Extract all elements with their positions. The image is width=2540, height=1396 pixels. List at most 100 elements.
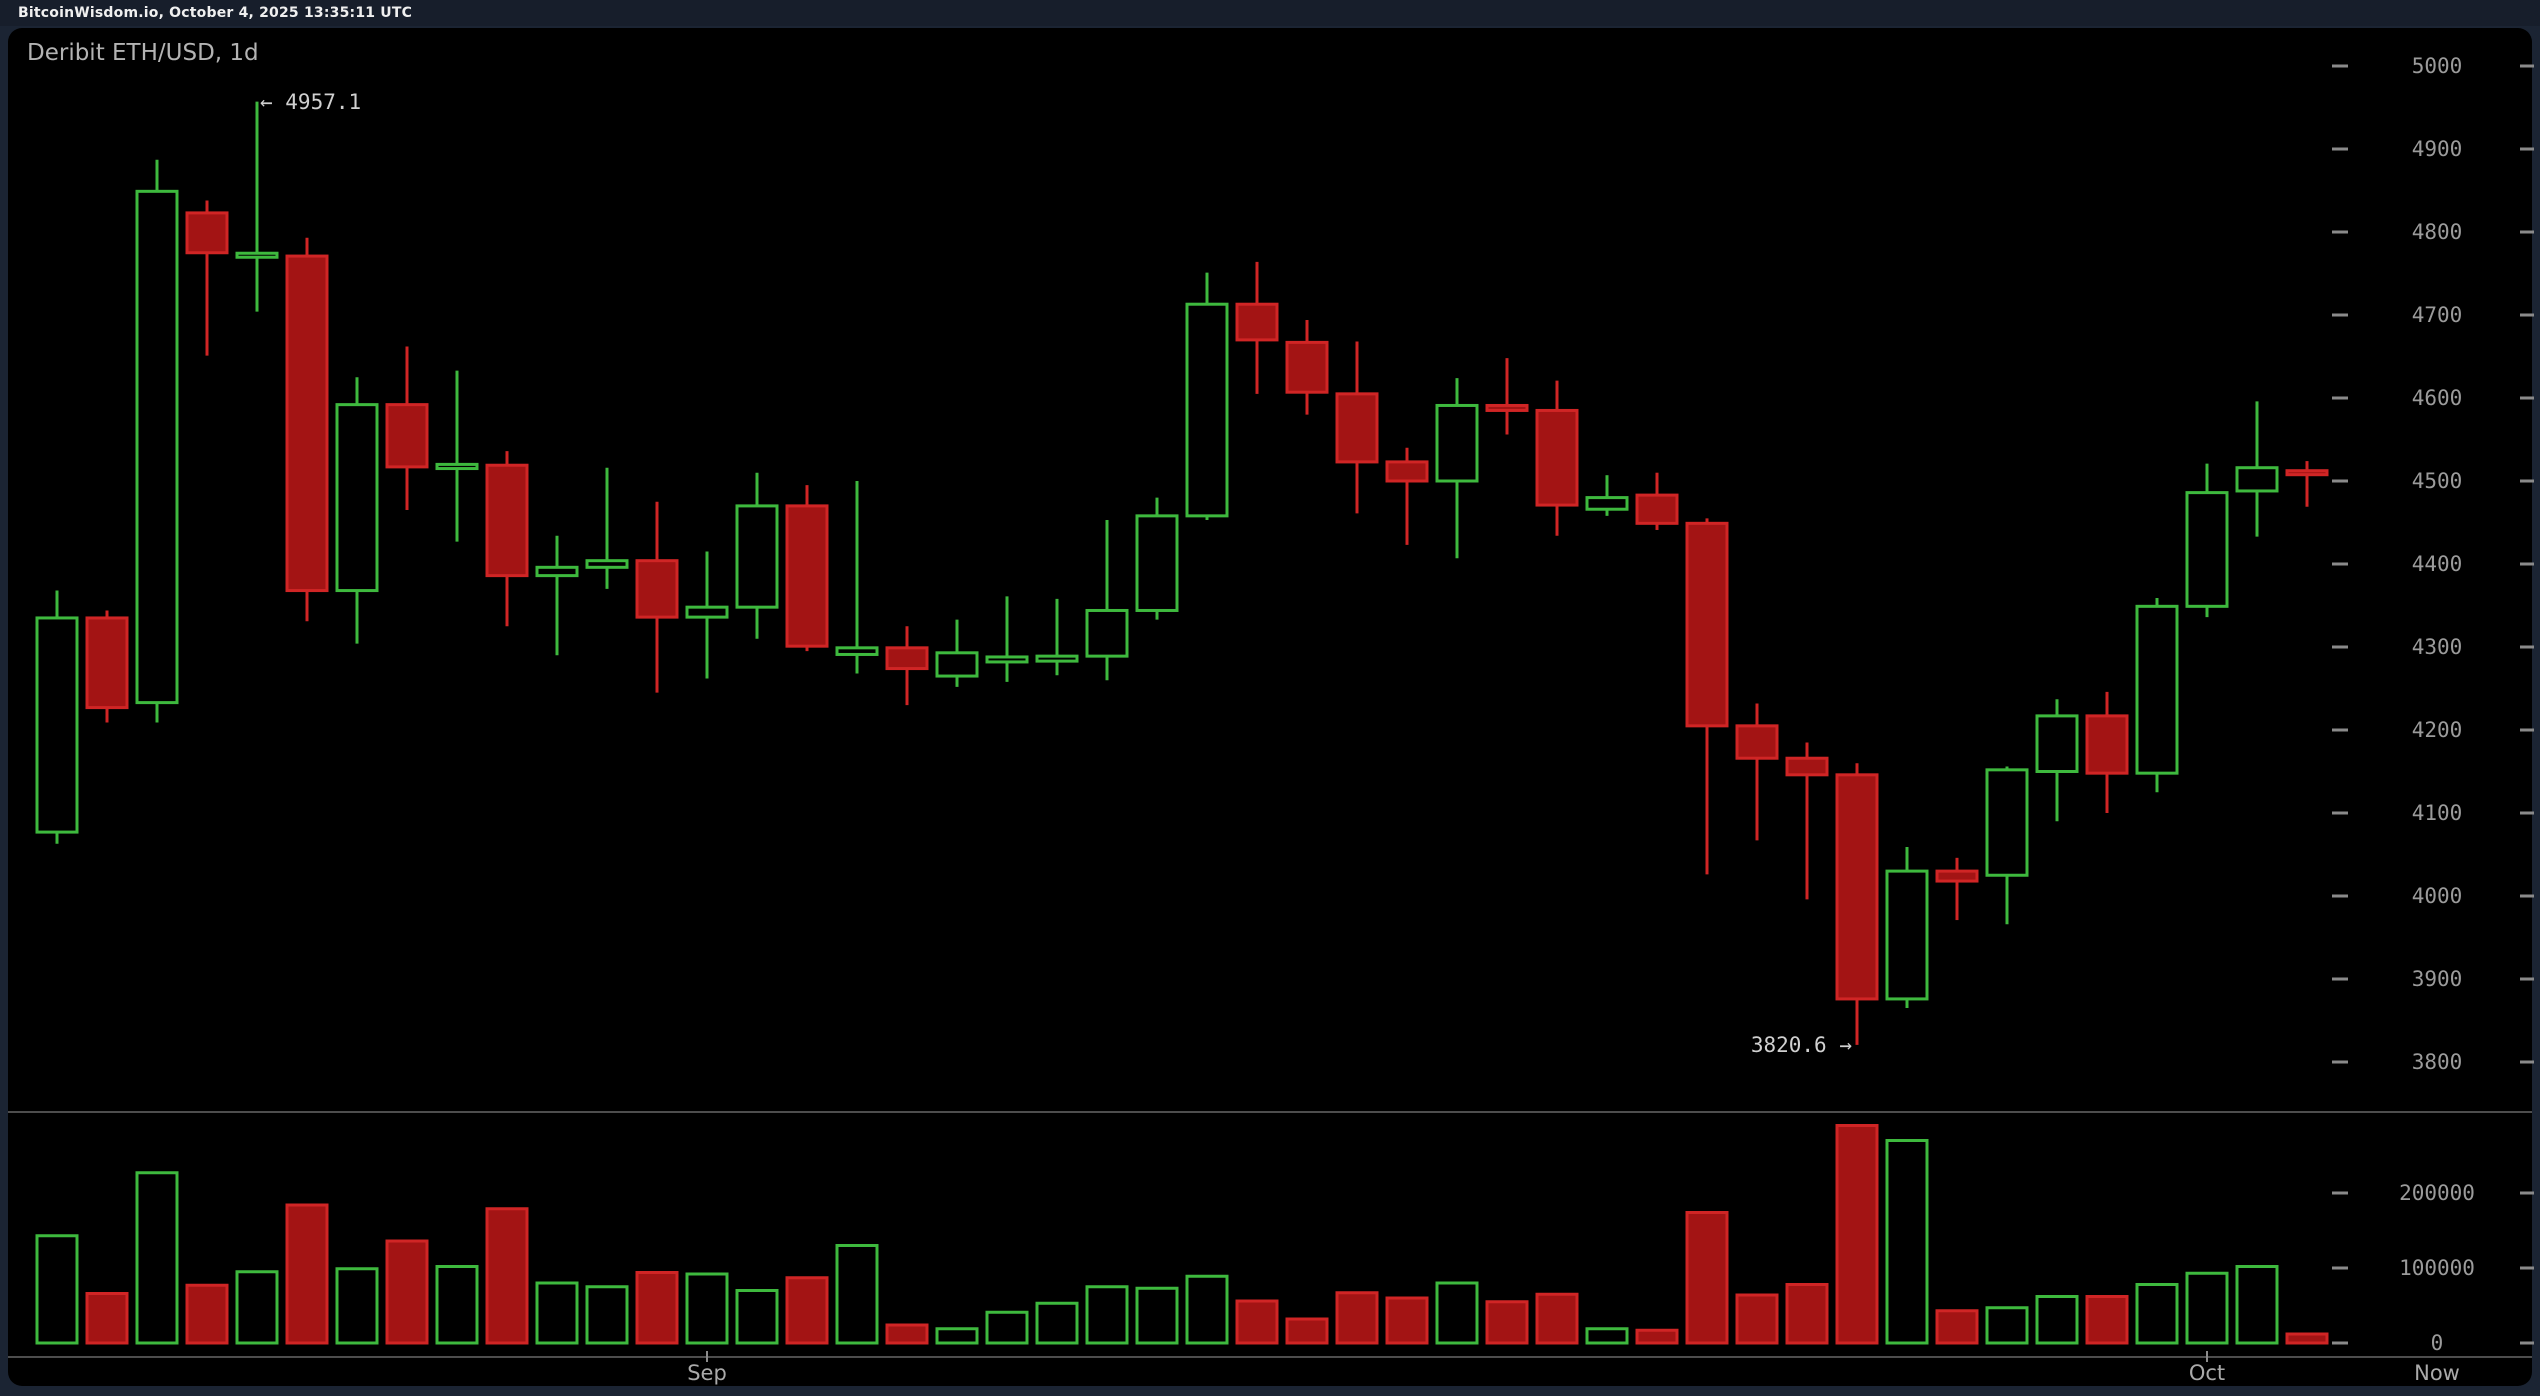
volume-bar[interactable] (785, 1276, 829, 1345)
volume-bar[interactable] (1835, 1124, 1879, 1345)
candlestick[interactable] (285, 254, 329, 593)
volume-bar[interactable] (1985, 1306, 2029, 1345)
candlestick[interactable] (385, 403, 429, 469)
volume-bar[interactable] (85, 1292, 129, 1345)
candlestick[interactable] (2185, 491, 2229, 608)
candlestick[interactable] (1185, 302, 1229, 518)
volume-bar[interactable] (2235, 1265, 2279, 1345)
volume-axis-tick-right (2520, 1341, 2534, 1345)
candlestick[interactable] (885, 646, 929, 671)
volume-bar[interactable] (935, 1327, 979, 1345)
candlestick[interactable] (1085, 608, 1129, 658)
candlestick[interactable] (1285, 340, 1329, 394)
volume-bar[interactable] (985, 1310, 1029, 1345)
volume-bar[interactable] (285, 1203, 329, 1345)
volume-bar[interactable] (1135, 1286, 1179, 1345)
candlestick[interactable] (1135, 514, 1179, 612)
volume-bar[interactable] (135, 1171, 179, 1345)
candlestick[interactable] (1335, 392, 1379, 464)
price-axis-label: 4500 (2412, 469, 2463, 493)
price-axis-label: 4000 (2412, 884, 2463, 908)
topbar-title[interactable]: BitcoinWisdom.io, October 4, 2025 13:35:… (18, 5, 413, 21)
candlestick[interactable] (1385, 460, 1429, 483)
volume-bar[interactable] (2135, 1283, 2179, 1345)
candlestick[interactable] (785, 504, 829, 648)
candlestick[interactable] (235, 251, 279, 259)
volume-bar[interactable] (1885, 1139, 1929, 1345)
candlestick[interactable] (2235, 466, 2279, 493)
volume-bar[interactable] (185, 1283, 229, 1345)
candlestick[interactable] (1985, 768, 2029, 877)
volume-bar[interactable] (1285, 1317, 1329, 1345)
volume-bar[interactable] (1035, 1301, 1079, 1345)
volume-bar[interactable] (585, 1285, 629, 1345)
candlestick[interactable] (1435, 403, 1479, 483)
volume-bar[interactable] (1385, 1296, 1429, 1345)
candlestick[interactable] (85, 616, 129, 710)
volume-bar[interactable] (2185, 1271, 2229, 1345)
volume-bar[interactable] (1485, 1300, 1529, 1345)
volume-bar[interactable] (435, 1265, 479, 1345)
candlestick[interactable] (585, 559, 629, 569)
candlestick[interactable] (1035, 654, 1079, 663)
volume-bar[interactable] (1235, 1299, 1279, 1345)
volume-bar[interactable] (1585, 1327, 1629, 1345)
volume-bar[interactable] (1185, 1274, 1229, 1345)
volume-bar[interactable] (1535, 1292, 1579, 1345)
volume-bar[interactable] (1635, 1328, 1679, 1345)
volume-bar[interactable] (1785, 1283, 1829, 1345)
candlestick[interactable] (985, 655, 1029, 664)
candlestick[interactable] (185, 211, 229, 255)
top-bar[interactable]: BitcoinWisdom.io, October 4, 2025 13:35:… (0, 0, 2540, 26)
candlestick[interactable] (1235, 302, 1279, 342)
volume-bar[interactable] (335, 1267, 379, 1345)
volume-bar[interactable] (885, 1323, 929, 1345)
candlestick[interactable] (1485, 403, 1529, 412)
candlestick[interactable] (1835, 773, 1879, 1001)
candlestick[interactable] (335, 403, 379, 593)
candlestick[interactable] (485, 463, 529, 578)
candlestick[interactable] (2135, 604, 2179, 775)
candlestick[interactable] (835, 646, 879, 656)
candlestick[interactable] (935, 651, 979, 678)
candlestick[interactable] (2035, 714, 2079, 774)
candlestick[interactable] (1585, 496, 1629, 511)
candlestick[interactable] (1885, 869, 1929, 1001)
candlestick[interactable] (1635, 493, 1679, 525)
volume-bar[interactable] (2285, 1332, 2329, 1345)
volume-bar[interactable] (1735, 1293, 1779, 1345)
volume-bar[interactable] (235, 1270, 279, 1345)
volume-bar[interactable] (685, 1272, 729, 1345)
candlestick[interactable] (1685, 521, 1729, 728)
volume-bar[interactable] (1685, 1211, 1729, 1345)
volume-bar[interactable] (1935, 1309, 1979, 1345)
candlestick[interactable] (1535, 408, 1579, 507)
volume-bar[interactable] (35, 1234, 79, 1345)
volume-bar[interactable] (535, 1281, 579, 1345)
volume-bar[interactable] (1085, 1285, 1129, 1345)
volume-bar[interactable] (835, 1244, 879, 1345)
volume-bar[interactable] (635, 1271, 679, 1345)
price-axis-label: 4700 (2412, 303, 2463, 327)
candlestick[interactable] (1785, 756, 1829, 777)
candlestick[interactable] (35, 616, 79, 834)
candlestick[interactable] (2085, 714, 2129, 775)
volume-bar[interactable] (1335, 1291, 1379, 1345)
candlestick[interactable] (735, 504, 779, 609)
volume-bar[interactable] (2035, 1295, 2079, 1345)
price-axis-label: 4400 (2412, 552, 2463, 576)
candlestick[interactable] (685, 605, 729, 619)
candlestick[interactable] (535, 565, 579, 578)
volume-bar[interactable] (735, 1289, 779, 1345)
volume-bar[interactable] (485, 1207, 529, 1345)
candlestick[interactable] (1935, 869, 1979, 883)
volume-bar[interactable] (1435, 1281, 1479, 1345)
candlestick[interactable] (2285, 469, 2329, 477)
candlestick[interactable] (635, 559, 679, 619)
candlestick[interactable] (435, 462, 479, 471)
volume-bar[interactable] (2085, 1295, 2129, 1345)
volume-bar[interactable] (385, 1239, 429, 1345)
candlestick[interactable] (1735, 724, 1779, 760)
candlestick[interactable] (135, 189, 179, 705)
